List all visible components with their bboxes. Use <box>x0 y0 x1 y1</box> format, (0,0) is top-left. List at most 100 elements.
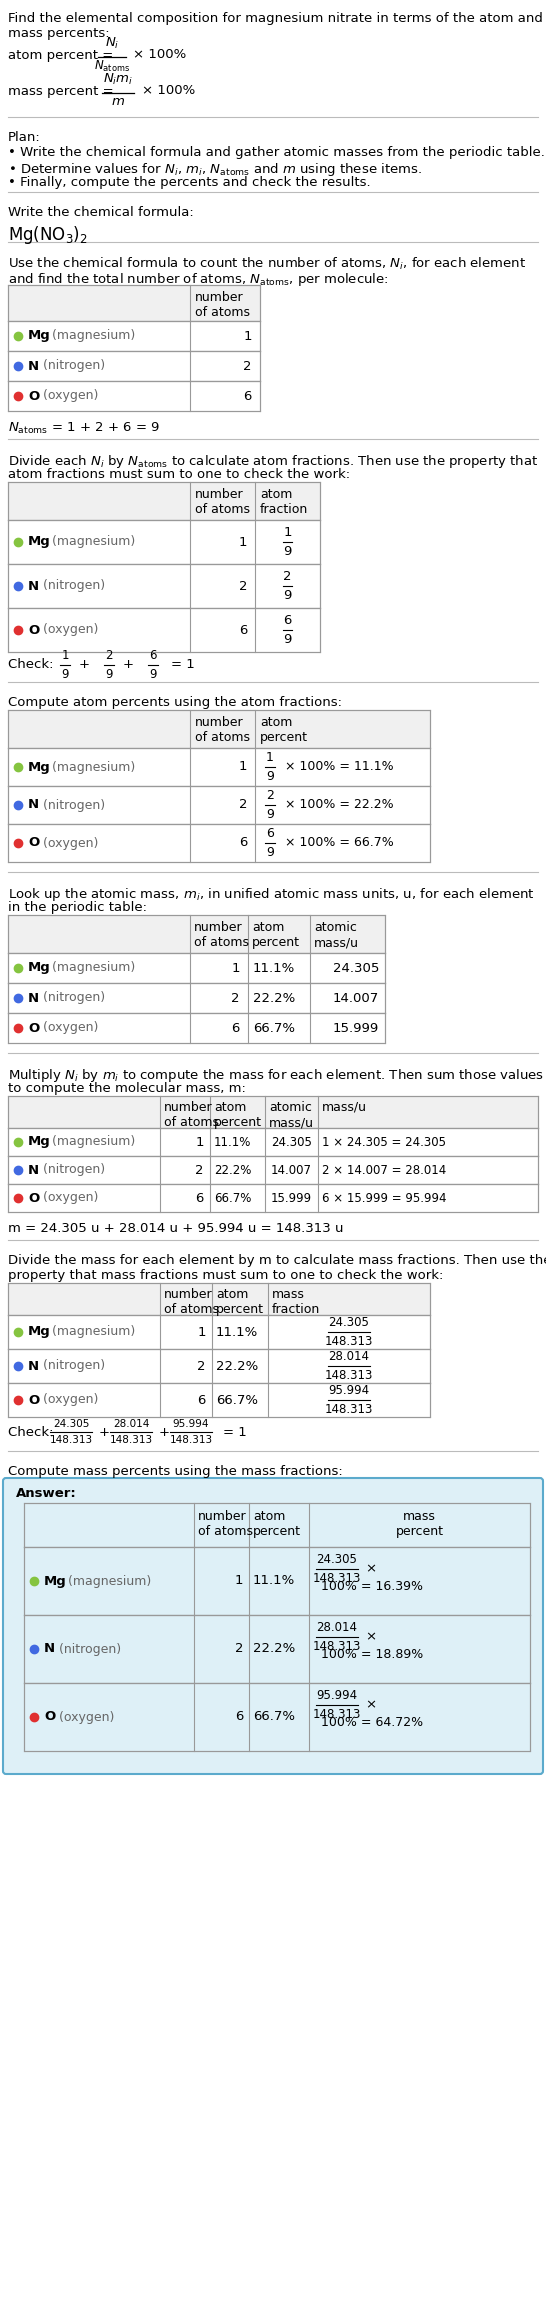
Text: atom
percent: atom percent <box>216 1288 264 1316</box>
Text: Mg: Mg <box>28 1136 51 1149</box>
Text: 6: 6 <box>149 649 157 662</box>
Text: 148.313: 148.313 <box>169 1436 212 1445</box>
Text: atom
percent: atom percent <box>252 921 300 949</box>
Text: 22.2%: 22.2% <box>253 992 295 1004</box>
Text: 9: 9 <box>283 589 292 602</box>
Text: mass
fraction: mass fraction <box>272 1288 321 1316</box>
Text: Mg: Mg <box>28 762 51 773</box>
Text: +: + <box>159 1426 170 1438</box>
Text: 2: 2 <box>105 649 113 662</box>
Text: 6: 6 <box>244 390 252 402</box>
Text: 1: 1 <box>234 1574 243 1588</box>
Text: (nitrogen): (nitrogen) <box>39 1359 105 1373</box>
Text: 11.1%: 11.1% <box>216 1325 258 1339</box>
Text: 6: 6 <box>283 614 292 628</box>
Text: number
of atoms: number of atoms <box>194 921 249 949</box>
Text: 148.313: 148.313 <box>325 1334 373 1348</box>
Text: 148.313: 148.313 <box>50 1436 93 1445</box>
Text: 28.014: 28.014 <box>113 1419 149 1429</box>
Text: 6: 6 <box>266 826 274 840</box>
Text: N: N <box>28 1163 39 1177</box>
Text: Find the elemental composition for magnesium nitrate in terms of the atom and: Find the elemental composition for magne… <box>8 12 543 25</box>
Text: ×: × <box>365 1699 376 1713</box>
Text: $N_i m_i$: $N_i m_i$ <box>103 72 133 88</box>
Text: 1: 1 <box>232 962 240 974</box>
Text: atom percent =: atom percent = <box>8 48 117 62</box>
Text: 1: 1 <box>283 526 292 540</box>
Text: 9: 9 <box>149 667 157 681</box>
Text: 24.305: 24.305 <box>271 1136 312 1149</box>
FancyBboxPatch shape <box>8 1156 538 1184</box>
Text: atom
percent: atom percent <box>214 1101 262 1129</box>
Text: 148.313: 148.313 <box>325 1403 373 1417</box>
Text: $m$: $m$ <box>111 95 125 108</box>
Text: +: + <box>79 658 90 672</box>
Text: Multiply $N_i$ by $m_i$ to compute the mass for each element. Then sum those val: Multiply $N_i$ by $m_i$ to compute the m… <box>8 1066 544 1085</box>
Text: 6: 6 <box>195 1191 204 1205</box>
Text: N: N <box>28 360 39 372</box>
Text: to compute the molecular mass, m:: to compute the molecular mass, m: <box>8 1082 246 1094</box>
Text: O: O <box>28 1022 39 1034</box>
FancyBboxPatch shape <box>8 1129 538 1156</box>
Text: • Determine values for $N_i$, $m_i$, $N_{\mathrm{atoms}}$ and $m$ using these it: • Determine values for $N_i$, $m_i$, $N_… <box>8 162 422 178</box>
Text: mass/u: mass/u <box>322 1101 367 1115</box>
Text: 2: 2 <box>283 570 292 584</box>
Text: m = 24.305 u + 28.014 u + 95.994 u = 148.313 u: m = 24.305 u + 28.014 u + 95.994 u = 148… <box>8 1221 343 1235</box>
Text: number
of atoms: number of atoms <box>195 715 250 743</box>
Text: 2: 2 <box>239 579 247 593</box>
FancyBboxPatch shape <box>8 914 385 953</box>
Text: 6: 6 <box>235 1710 243 1724</box>
FancyBboxPatch shape <box>8 519 320 563</box>
Text: × 100%: × 100% <box>142 83 195 97</box>
Text: and find the total number of atoms, $N_{\mathrm{atoms}}$, per molecule:: and find the total number of atoms, $N_{… <box>8 270 389 288</box>
Text: number
of atoms: number of atoms <box>195 487 250 517</box>
Text: Mg: Mg <box>28 535 51 549</box>
Text: +: + <box>99 1426 110 1438</box>
Text: 1: 1 <box>239 535 247 549</box>
Text: O: O <box>28 623 39 637</box>
Text: O: O <box>28 835 39 849</box>
Text: N: N <box>28 992 39 1004</box>
Text: 66.7%: 66.7% <box>253 1022 295 1034</box>
FancyBboxPatch shape <box>8 1184 538 1212</box>
Text: 15.999: 15.999 <box>271 1191 312 1205</box>
Text: Look up the atomic mass, $m_i$, in unified atomic mass units, u, for each elemen: Look up the atomic mass, $m_i$, in unifi… <box>8 886 535 902</box>
Text: number
of atoms: number of atoms <box>164 1101 219 1129</box>
Text: Check:: Check: <box>8 1426 58 1438</box>
Text: (magnesium): (magnesium) <box>48 962 135 974</box>
Text: (magnesium): (magnesium) <box>48 535 135 549</box>
Text: 9: 9 <box>61 667 69 681</box>
Text: 22.2%: 22.2% <box>216 1359 258 1373</box>
Text: N: N <box>28 1359 39 1373</box>
Text: 148.313: 148.313 <box>313 1641 361 1653</box>
Text: 2: 2 <box>266 789 274 801</box>
Text: 2: 2 <box>198 1359 206 1373</box>
FancyBboxPatch shape <box>3 1477 543 1775</box>
Text: 2 × 14.007 = 28.014: 2 × 14.007 = 28.014 <box>322 1163 446 1177</box>
Text: Plan:: Plan: <box>8 132 41 143</box>
Text: atom
percent: atom percent <box>253 1509 301 1537</box>
Text: Compute mass percents using the mass fractions:: Compute mass percents using the mass fra… <box>8 1466 343 1477</box>
FancyBboxPatch shape <box>8 787 430 824</box>
Text: 14.007: 14.007 <box>333 992 379 1004</box>
Text: Divide each $N_i$ by $N_{\mathrm{atoms}}$ to calculate atom fractions. Then use : Divide each $N_i$ by $N_{\mathrm{atoms}}… <box>8 452 538 471</box>
FancyBboxPatch shape <box>8 321 260 351</box>
Text: $N_i$: $N_i$ <box>105 37 119 51</box>
Text: (nitrogen): (nitrogen) <box>39 360 105 372</box>
Text: (oxygen): (oxygen) <box>39 1191 98 1205</box>
Text: O: O <box>44 1710 55 1724</box>
Text: (oxygen): (oxygen) <box>39 1394 98 1406</box>
Text: • Finally, compute the percents and check the results.: • Finally, compute the percents and chec… <box>8 175 371 189</box>
Text: 66.7%: 66.7% <box>253 1710 295 1724</box>
Text: (oxygen): (oxygen) <box>39 390 98 402</box>
Text: 11.1%: 11.1% <box>253 1574 295 1588</box>
FancyBboxPatch shape <box>8 1096 538 1129</box>
Text: 24.305: 24.305 <box>329 1316 370 1329</box>
Text: (magnesium): (magnesium) <box>48 1136 135 1149</box>
Text: 1: 1 <box>61 649 69 662</box>
Text: (oxygen): (oxygen) <box>39 835 98 849</box>
Text: • Write the chemical formula and gather atomic masses from the periodic table.: • Write the chemical formula and gather … <box>8 145 545 159</box>
Text: 9: 9 <box>105 667 113 681</box>
Text: (magnesium): (magnesium) <box>64 1574 151 1588</box>
Text: 148.313: 148.313 <box>313 1708 361 1722</box>
